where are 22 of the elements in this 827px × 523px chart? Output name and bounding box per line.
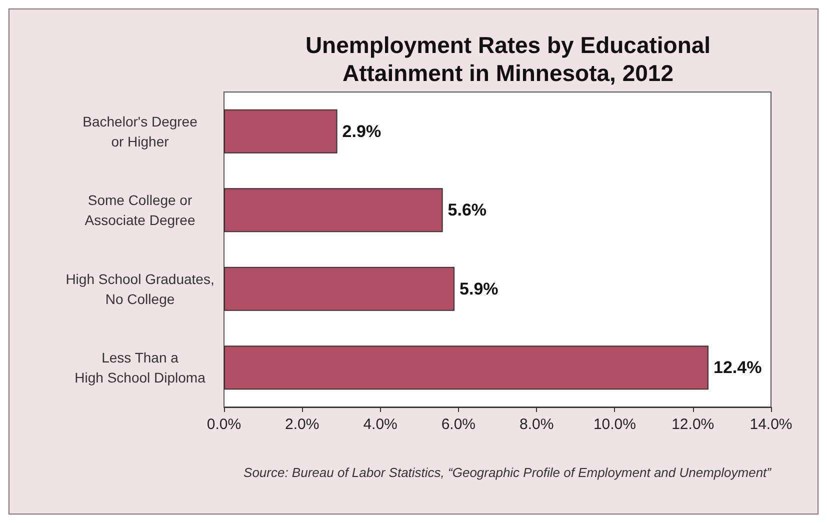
chart-title: Unemployment Rates by Educational Attainment in Minnesota, 2012: [305, 32, 711, 86]
data-label: 12.4%: [713, 358, 762, 378]
x-tick-label: 14.0%: [750, 416, 792, 433]
source-note: Source: Bureau of Labor Statistics, “Geographic Profile of Employment and Unemployment”: [244, 465, 772, 480]
x-tick-label: 6.0%: [441, 416, 476, 433]
bar: [224, 188, 443, 232]
x-tick-label: 8.0%: [519, 416, 554, 433]
x-tick-label: 0.0%: [206, 416, 242, 433]
y-tick-label: Less Than a High School Diploma: [74, 350, 206, 386]
bar: [224, 109, 338, 154]
y-tick-label: Some College or Associate Degree: [84, 192, 196, 228]
y-tick-label: High School Graduates, No College: [66, 270, 214, 307]
bar: [224, 346, 708, 390]
x-tick-label: 10.0%: [593, 416, 636, 433]
bar: [224, 266, 455, 311]
data-label: 5.9%: [460, 279, 498, 298]
y-tick-label: Bachelor's Degree or Higher: [82, 113, 198, 150]
data-label: 5.6%: [448, 200, 487, 220]
x-tick-label: 4.0%: [363, 416, 398, 433]
x-tick-label: 2.0%: [285, 416, 320, 433]
data-label: 2.9%: [342, 122, 382, 141]
x-tick-label: 12.0%: [672, 416, 714, 433]
